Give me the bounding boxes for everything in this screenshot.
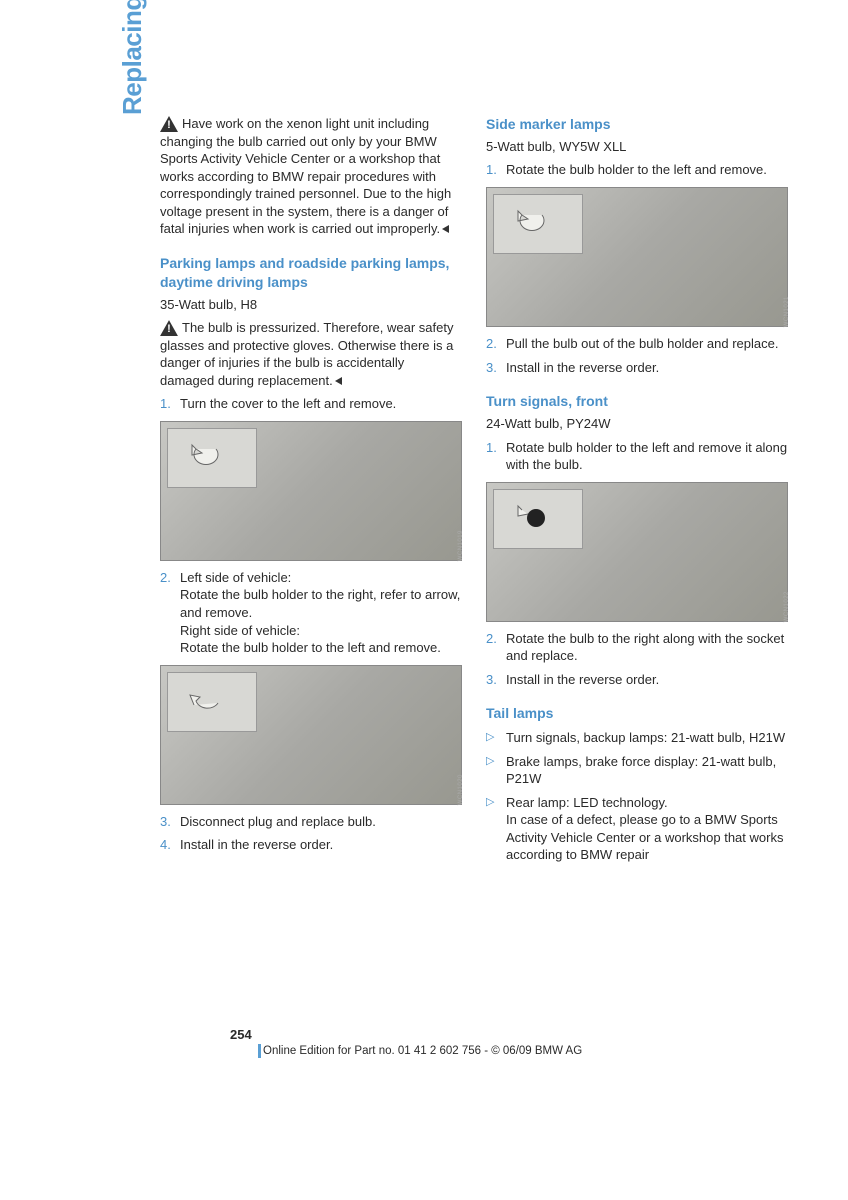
warning-icon (160, 116, 178, 132)
sm-step-2: Pull the bulb out of the bulb holder and… (506, 335, 788, 353)
warning-icon (160, 320, 178, 336)
step-number: 4. (160, 836, 180, 854)
turn-signals-heading: Turn signals, front (486, 392, 788, 411)
tl-bullet-3: Rear lamp: LED technology. In case of a … (506, 794, 788, 864)
step-4-text: Install in the reverse order. (180, 836, 462, 854)
parking-steps-2: 2.Left side of vehicle: Rotate the bulb … (160, 569, 462, 657)
step-number: 2. (486, 630, 506, 665)
sm-step-3: Install in the reverse order. (506, 359, 788, 377)
step-3-text: Disconnect plug and replace bulb. (180, 813, 462, 831)
rotate-arrow-icon (186, 685, 226, 715)
ts-step-2: Rotate the bulb to the right along with … (506, 630, 788, 665)
parking-steps: 1.Turn the cover to the left and remove. (160, 395, 462, 413)
footer: Online Edition for Part no. 01 41 2 602 … (258, 1044, 582, 1060)
parking-steps-3: 3.Disconnect plug and replace bulb. 4.In… (160, 813, 462, 854)
tl-bullet-1: Turn signals, backup lamps: 21-watt bulb… (506, 729, 788, 747)
step-number: 3. (160, 813, 180, 831)
step-number: 3. (486, 671, 506, 689)
triangle-bullet-icon: ▷ (486, 729, 506, 747)
step-2-text: Left side of vehicle: Rotate the bulb ho… (180, 569, 462, 657)
step-number: 1. (160, 395, 180, 413)
figure-bulb-holder: WCN1020 (160, 665, 462, 805)
rotate-arrow-icon (512, 502, 552, 532)
footer-text: Online Edition for Part no. 01 41 2 602 … (263, 1045, 582, 1057)
figure-tag: WCN1022 (783, 591, 791, 622)
rotate-arrow-icon (186, 441, 226, 471)
end-mark-icon (442, 225, 449, 233)
figure-turn-signal: WCN1022 (486, 482, 788, 622)
bulb-warning: The bulb is pressurized. Therefore, wear… (160, 319, 462, 389)
page-content: Have work on the xenon light unit includ… (0, 0, 848, 870)
side-marker-steps-2: 2.Pull the bulb out of the bulb holder a… (486, 335, 788, 376)
step-1-text: Turn the cover to the left and remove. (180, 395, 462, 413)
footer-bar-icon (258, 1044, 261, 1058)
figure-tag: WCN1021 (783, 296, 791, 327)
parking-lamps-spec: 35-Watt bulb, H8 (160, 296, 462, 314)
turn-signal-steps: 1.Rotate bulb holder to the left and rem… (486, 439, 788, 474)
figure-tag: WCN1019 (457, 530, 465, 561)
figure-inset (167, 672, 257, 732)
tail-lamps-list: ▷Turn signals, backup lamps: 21-watt bul… (486, 729, 788, 864)
figure-inset (167, 428, 257, 488)
figure-side-marker: WCN1021 (486, 187, 788, 327)
warning-text-1: Have work on the xenon light unit includ… (160, 116, 451, 236)
figure-cover-remove: WCN1019 (160, 421, 462, 561)
tail-lamps-heading: Tail lamps (486, 704, 788, 723)
parking-lamps-heading: Parking lamps and roadside parking lamps… (160, 254, 462, 292)
ts-step-1: Rotate bulb holder to the left and remov… (506, 439, 788, 474)
turn-signal-steps-2: 2.Rotate the bulb to the right along wit… (486, 630, 788, 689)
end-mark-icon (335, 377, 342, 385)
right-column: Side marker lamps 5-Watt bulb, WY5W XLL … (486, 115, 788, 870)
rotate-arrow-icon (512, 207, 552, 237)
side-marker-spec: 5-Watt bulb, WY5W XLL (486, 138, 788, 156)
figure-tag: WCN1020 (457, 774, 465, 805)
step-number: 3. (486, 359, 506, 377)
side-marker-steps: 1.Rotate the bulb holder to the left and… (486, 161, 788, 179)
figure-inset (493, 489, 583, 549)
warning-text-2: The bulb is pressurized. Therefore, wear… (160, 320, 453, 388)
step-number: 1. (486, 161, 506, 179)
side-marker-heading: Side marker lamps (486, 115, 788, 134)
sm-step-1: Rotate the bulb holder to the left and r… (506, 161, 788, 179)
step-number: 1. (486, 439, 506, 474)
turn-signals-spec: 24-Watt bulb, PY24W (486, 415, 788, 433)
triangle-bullet-icon: ▷ (486, 753, 506, 788)
figure-inset (493, 194, 583, 254)
step-number: 2. (160, 569, 180, 657)
left-column: Have work on the xenon light unit includ… (160, 115, 462, 870)
xenon-warning: Have work on the xenon light unit includ… (160, 115, 462, 238)
ts-step-3: Install in the reverse order. (506, 671, 788, 689)
triangle-bullet-icon: ▷ (486, 794, 506, 864)
step-number: 2. (486, 335, 506, 353)
tl-bullet-2: Brake lamps, brake force display: 21-wat… (506, 753, 788, 788)
page-number: 254 (230, 1026, 252, 1044)
